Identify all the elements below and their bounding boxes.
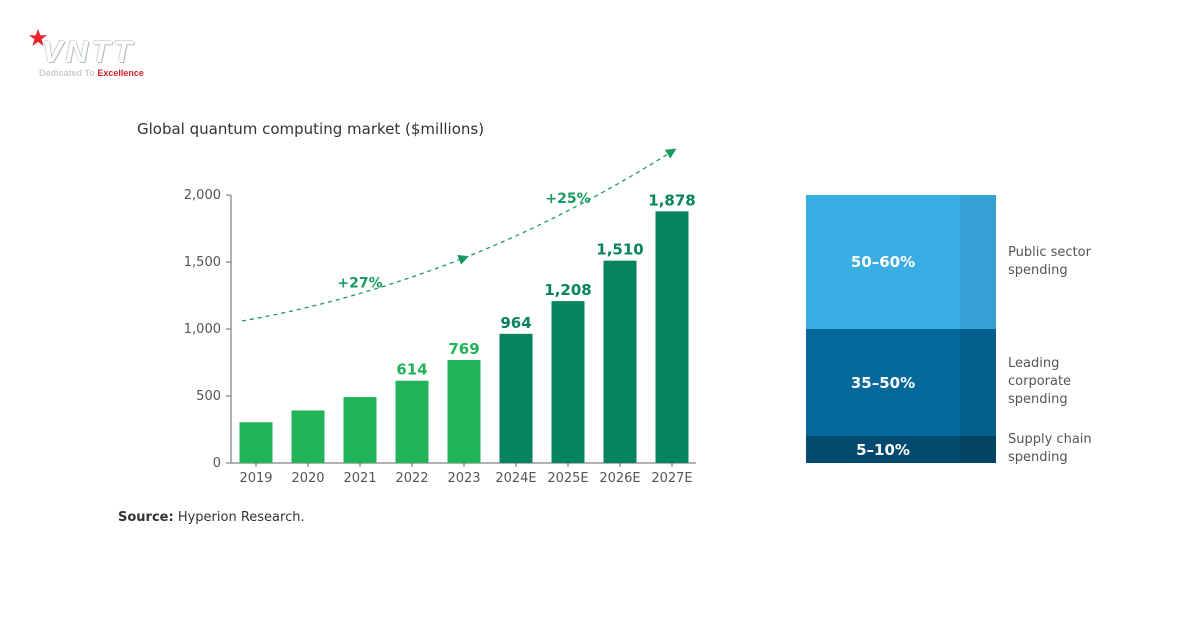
x-tick-label: 2027E bbox=[651, 471, 692, 486]
y-tick-label: 1,000 bbox=[184, 322, 221, 337]
bar-2027E bbox=[655, 211, 689, 463]
segment-side bbox=[960, 329, 996, 436]
trend-line bbox=[241, 255, 469, 322]
segment-side bbox=[960, 195, 996, 329]
stack-segment-supply: 5–10% bbox=[806, 436, 996, 463]
trend-line bbox=[463, 148, 677, 259]
bar-2020 bbox=[291, 410, 325, 463]
logo-tagline: Dedicated To Excellence bbox=[39, 68, 144, 78]
chart-title: Global quantum computing market ($millio… bbox=[137, 120, 485, 138]
segment-main bbox=[806, 329, 960, 436]
logo: VNTT Dedicated To Excellence bbox=[28, 28, 168, 80]
segment-label-supply: Supply chain spending bbox=[1008, 432, 1092, 465]
bar-2024E bbox=[499, 333, 533, 463]
x-tick-label: 2023 bbox=[447, 471, 480, 486]
data-label-2022: 614 bbox=[396, 361, 427, 379]
bar-2022 bbox=[395, 380, 429, 463]
x-tick-label: 2020 bbox=[291, 471, 324, 486]
bar-chart: 0 500 1,000 1,500 2,000 2019 2020 2021 2022 614 20… bbox=[184, 148, 696, 486]
bar-2023 bbox=[447, 359, 481, 463]
data-label-2024E: 964 bbox=[500, 314, 531, 332]
y-tick-label: 2,000 bbox=[184, 188, 221, 203]
x-tick-label: 2019 bbox=[239, 471, 272, 486]
data-label-2025E: 1,208 bbox=[544, 281, 591, 299]
bars-layer: 0 500 1,000 1,500 2,000 2019 2020 2021 2022 614 20… bbox=[184, 148, 696, 486]
segment-value: 5–10% bbox=[856, 440, 910, 459]
segment-main bbox=[806, 195, 960, 329]
x-tick-label: 2025E bbox=[547, 471, 588, 486]
stack-segment-corporate: 35–50% bbox=[806, 329, 996, 436]
star-icon bbox=[29, 29, 47, 46]
x-tick-label: 2026E bbox=[599, 471, 640, 486]
segment-side bbox=[960, 436, 996, 463]
x-tick-label: 2024E bbox=[495, 471, 536, 486]
segment-value: 35–50% bbox=[850, 373, 916, 392]
y-tick-label: 1,500 bbox=[184, 255, 221, 270]
growth-annotation: +25% bbox=[545, 191, 590, 207]
bar-2021 bbox=[343, 397, 377, 463]
data-label-2027E: 1,878 bbox=[648, 191, 695, 209]
segment-label-public: Public sector spending bbox=[1008, 245, 1091, 278]
logo-wordmark: VNTT bbox=[42, 34, 135, 69]
stack-segment-public: 50–60% bbox=[806, 195, 996, 329]
source-note: Source: Hyperion Research. bbox=[118, 510, 305, 525]
y-tick-label: 500 bbox=[196, 389, 221, 404]
segment-label-corporate: Leading corporate spending bbox=[1008, 356, 1072, 407]
stacked-bar: 50–60% 35–50% 5–10% bbox=[806, 195, 996, 463]
y-tick-label: 0 bbox=[213, 456, 221, 471]
segment-value: 50–60% bbox=[850, 253, 916, 271]
data-label-2026E: 1,510 bbox=[596, 241, 643, 259]
x-tick-label: 2021 bbox=[343, 471, 376, 486]
segment-main bbox=[806, 436, 960, 463]
growth-annotation: +27% bbox=[337, 275, 382, 291]
bar-2019 bbox=[239, 422, 273, 463]
bar-2026E bbox=[603, 260, 637, 463]
data-label-2023: 769 bbox=[448, 340, 479, 358]
x-tick-label: 2022 bbox=[395, 471, 428, 486]
bar-2025E bbox=[551, 301, 585, 463]
